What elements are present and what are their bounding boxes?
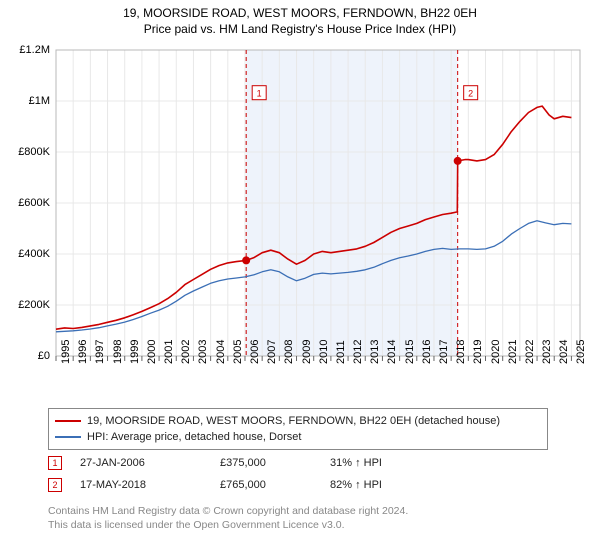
legend-row-hpi: HPI: Average price, detached house, Dors…	[55, 429, 541, 445]
footer-line-2: This data is licensed under the Open Gov…	[48, 518, 408, 532]
x-tick-label: 2006	[249, 340, 261, 364]
sale-row-2: 2 17-MAY-2018 £765,000 82% ↑ HPI	[48, 474, 410, 496]
x-tick-label: 1996	[77, 340, 89, 364]
svg-text:2: 2	[468, 89, 473, 99]
x-tick-label: 2004	[215, 340, 227, 364]
sale-marker-2-icon: 2	[48, 478, 62, 492]
y-tick-label: £0	[10, 350, 50, 362]
x-tick-label: 1999	[129, 340, 141, 364]
chart-area: 1 2 £0 £200K £400K £600K £800K £1M £1.2M 1995 19…	[10, 46, 590, 400]
sale-2-pct: 82% ↑ HPI	[330, 479, 410, 491]
x-tick-label: 2014	[386, 340, 398, 364]
x-tick-label: 2024	[558, 340, 570, 364]
legend-row-price-paid: 19, MOORSIDE ROAD, WEST MOORS, FERNDOWN,…	[55, 413, 541, 429]
sale-row-1: 1 27-JAN-2006 £375,000 31% ↑ HPI	[48, 452, 410, 474]
title-line-1: 19, MOORSIDE ROAD, WEST MOORS, FERNDOWN,…	[0, 6, 600, 22]
x-tick-label: 1995	[60, 340, 72, 364]
x-tick-label: 2001	[163, 340, 175, 364]
legend-box: 19, MOORSIDE ROAD, WEST MOORS, FERNDOWN,…	[48, 408, 548, 450]
x-tick-label: 2013	[369, 340, 381, 364]
x-tick-label: 2015	[404, 340, 416, 364]
footer-block: Contains HM Land Registry data © Crown c…	[48, 504, 408, 532]
sales-table: 1 27-JAN-2006 £375,000 31% ↑ HPI 2 17-MA…	[48, 452, 410, 496]
x-tick-label: 2005	[232, 340, 244, 364]
footer-line-1: Contains HM Land Registry data © Crown c…	[48, 504, 408, 518]
y-tick-label: £200K	[10, 299, 50, 311]
legend-swatch-hpi	[55, 436, 81, 438]
x-tick-label: 2000	[146, 340, 158, 364]
x-tick-label: 2010	[318, 340, 330, 364]
title-block: 19, MOORSIDE ROAD, WEST MOORS, FERNDOWN,…	[0, 0, 600, 37]
y-tick-label: £1.2M	[10, 44, 50, 56]
x-tick-label: 2023	[541, 340, 553, 364]
x-tick-label: 2007	[266, 340, 278, 364]
x-tick-label: 2012	[352, 340, 364, 364]
x-tick-label: 2019	[472, 340, 484, 364]
sale-2-date: 17-MAY-2018	[80, 479, 220, 491]
x-tick-label: 2008	[283, 340, 295, 364]
x-tick-label: 2016	[421, 340, 433, 364]
y-tick-label: £1M	[10, 95, 50, 107]
x-tick-label: 1997	[94, 340, 106, 364]
x-tick-label: 2022	[524, 340, 536, 364]
x-tick-label: 2002	[180, 340, 192, 364]
x-tick-label: 2021	[507, 340, 519, 364]
y-tick-label: £400K	[10, 248, 50, 260]
svg-text:1: 1	[257, 89, 262, 99]
sale-2-price: £765,000	[220, 479, 330, 491]
legend-label-price-paid: 19, MOORSIDE ROAD, WEST MOORS, FERNDOWN,…	[87, 415, 500, 427]
x-tick-label: 2025	[575, 340, 587, 364]
y-tick-label: £800K	[10, 146, 50, 158]
legend-label-hpi: HPI: Average price, detached house, Dors…	[87, 431, 301, 443]
sale-1-pct: 31% ↑ HPI	[330, 457, 410, 469]
sale-marker-1-icon: 1	[48, 456, 62, 470]
x-tick-label: 2020	[490, 340, 502, 364]
x-tick-label: 2009	[301, 340, 313, 364]
x-tick-label: 2011	[335, 340, 347, 364]
title-line-2: Price paid vs. HM Land Registry's House …	[0, 22, 600, 38]
sale-1-price: £375,000	[220, 457, 330, 469]
figure-container: 19, MOORSIDE ROAD, WEST MOORS, FERNDOWN,…	[0, 0, 600, 560]
x-tick-label: 1998	[112, 340, 124, 364]
x-tick-label: 2017	[438, 340, 450, 364]
x-tick-label: 2003	[197, 340, 209, 364]
x-tick-label: 2018	[455, 340, 467, 364]
sale-1-date: 27-JAN-2006	[80, 457, 220, 469]
legend-swatch-price-paid	[55, 420, 81, 422]
y-tick-label: £600K	[10, 197, 50, 209]
